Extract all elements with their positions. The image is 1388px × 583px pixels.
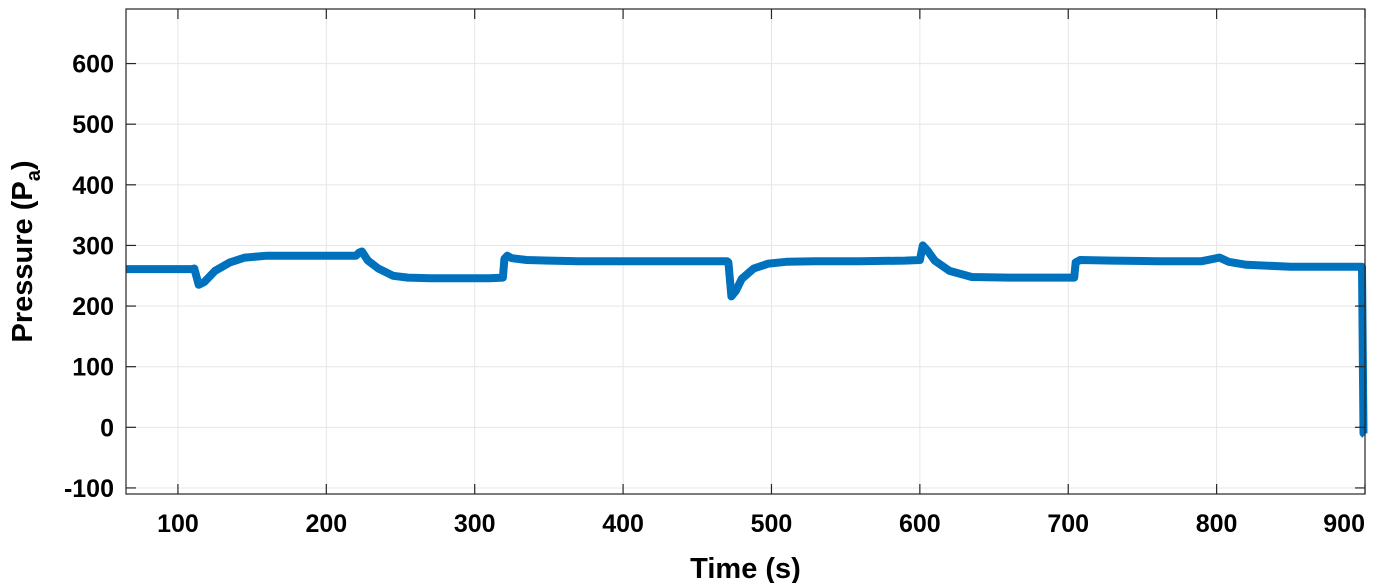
series-group (126, 241, 1368, 438)
y-axis-label-close: ) (7, 161, 39, 171)
grid-lines (126, 9, 1366, 494)
y-tick-label: 0 (100, 414, 114, 442)
pressure-series-line (126, 241, 1368, 438)
y-tick-label: 300 (72, 232, 114, 260)
x-tick-label: 900 (1323, 510, 1365, 538)
y-axis-label-subscript: a (23, 169, 45, 181)
x-tick-labels: 100 200 300 400 500 600 700 800 900 (157, 510, 1365, 538)
x-axis-label: Time (s) (690, 553, 801, 583)
x-tick-label: 200 (305, 510, 347, 538)
x-tick-label: 300 (454, 510, 496, 538)
y-axis-label: Pressure (Pa) (7, 161, 45, 343)
x-tick-label: 100 (157, 510, 199, 538)
y-tick-label: 500 (72, 111, 114, 139)
y-tick-label: 600 (72, 51, 114, 79)
plot-frame (125, 8, 1366, 495)
x-tick-label: 800 (1196, 510, 1238, 538)
y-tick-label: 400 (72, 172, 114, 200)
x-tick-label: 500 (751, 510, 793, 538)
y-tick-labels: -100 0 100 200 300 400 500 600 (64, 51, 114, 503)
y-tick-label: -100 (64, 475, 114, 503)
y-axis-label-main: Pressure (P (7, 181, 39, 342)
y-tick-label: 200 (72, 293, 114, 321)
y-tick-label: 100 (72, 354, 114, 382)
x-tick-label: 600 (899, 510, 941, 538)
x-tick-label: 700 (1047, 510, 1089, 538)
tick-marks (126, 9, 1366, 494)
x-tick-label: 400 (602, 510, 644, 538)
